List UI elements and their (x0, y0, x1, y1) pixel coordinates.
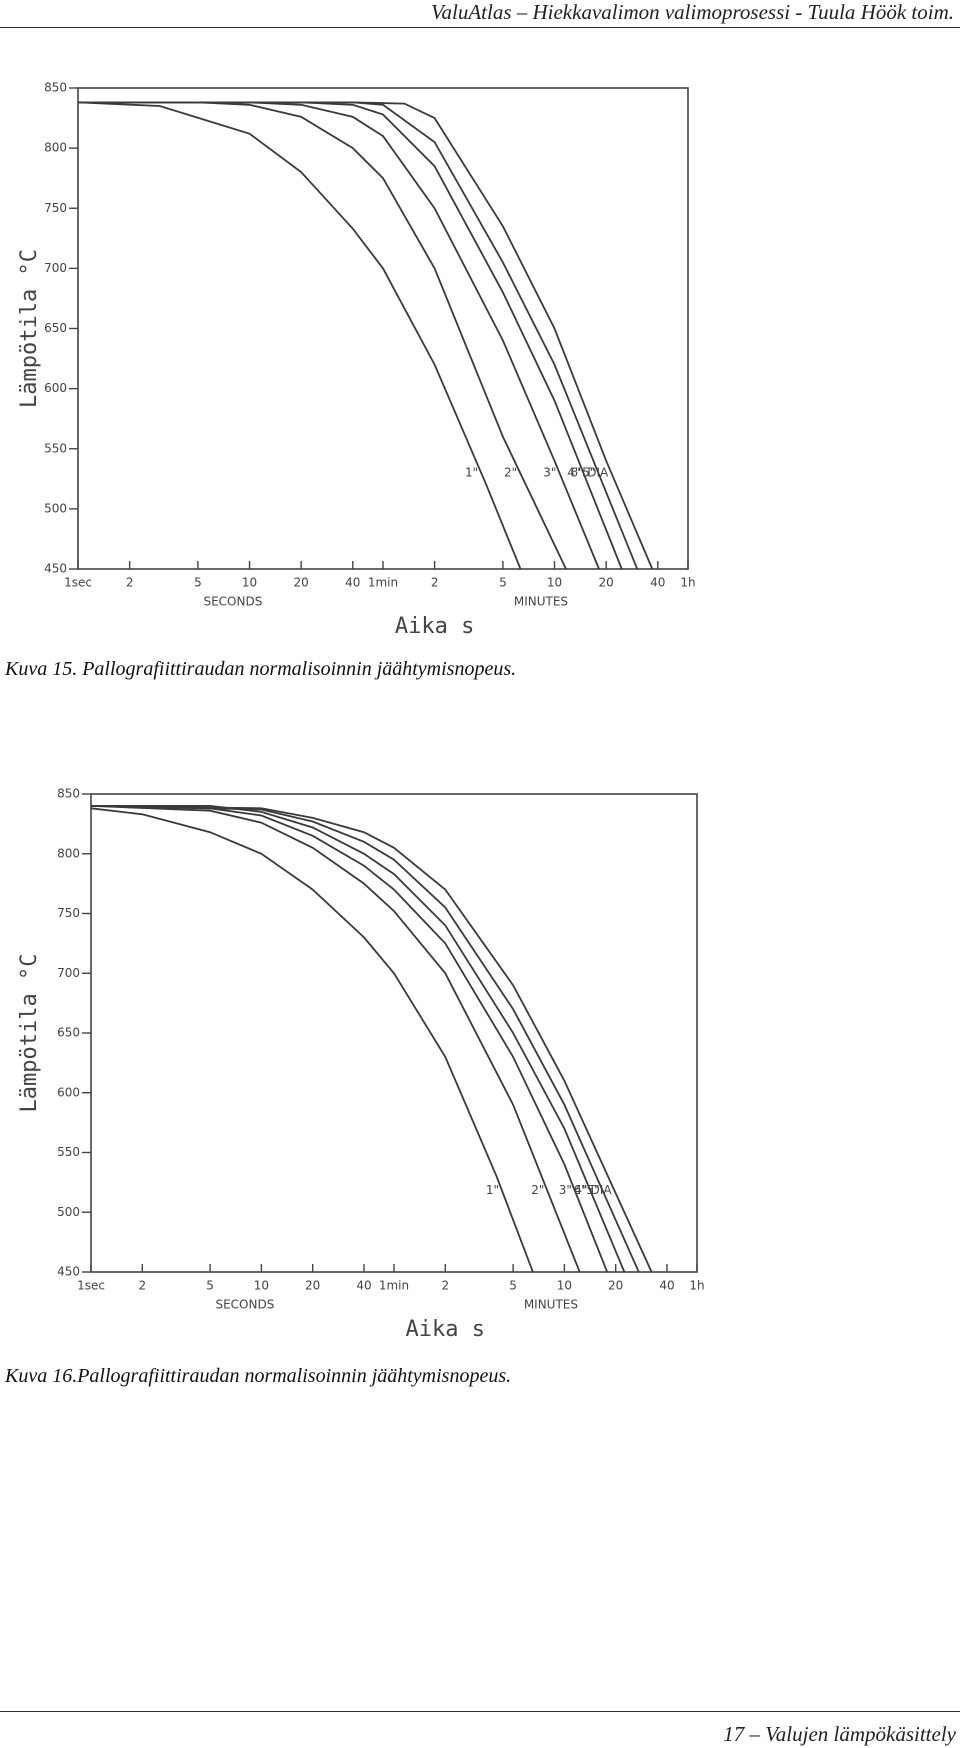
chart: 450 500 550 600 650 700 750 800 850 1sec 2 5 10 20 40 1… (17, 787, 705, 1343)
series-label: 3" (543, 465, 556, 479)
series-label: 1" (486, 1183, 499, 1197)
y-tick-label: 650 (57, 1026, 80, 1040)
x-tick-label: 1min (379, 1279, 409, 1293)
series-label: 4" (574, 1183, 587, 1197)
curve (78, 101, 654, 570)
x-axis-label: Aika s (406, 1317, 485, 1342)
curve (90, 805, 653, 1273)
curve (90, 805, 609, 1273)
footer: 17 – Valujen lämpökäsittely (723, 1722, 956, 1746)
x-tick-label: 1h (680, 576, 695, 590)
x-tick-label: 10 (254, 1279, 269, 1293)
x-tick-label: 5 (206, 1279, 214, 1293)
y-tick-label: 750 (57, 906, 80, 920)
x-tick-label: 10 (242, 576, 257, 590)
x-tick-label: 1sec (77, 1279, 105, 1293)
x-group-label: MINUTES (514, 595, 568, 609)
x-group-label: SECONDS (215, 1298, 274, 1312)
x-tick-label: 5 (194, 576, 202, 590)
plot-frame (77, 87, 689, 570)
x-tick-label: 5 (509, 1279, 517, 1293)
x-tick-label: 40 (659, 1279, 674, 1293)
x-axis-label: Aika s (395, 614, 474, 639)
x-tick-label: 10 (547, 576, 562, 590)
series-label: 2" (504, 465, 517, 479)
caption: Kuva 16.Pallografiittiraudan normalisoin… (5, 1365, 512, 1387)
chart: 450 500 550 600 650 700 750 800 850 1sec 2 5 10 20 40 1… (17, 81, 696, 640)
series-label: 4" (567, 465, 580, 479)
x-tick-label: 40 (650, 576, 665, 590)
y-tick-label: 500 (44, 501, 67, 515)
x-tick-label: 2 (431, 576, 439, 590)
series-label: 3" (559, 1183, 572, 1197)
curve (91, 805, 626, 1273)
y-axis-label: Lämpötila °C (17, 954, 42, 1113)
y-tick-label: 800 (44, 141, 67, 155)
y-tick-label: 450 (44, 562, 67, 576)
curve (90, 805, 640, 1273)
x-tick-label: 40 (345, 576, 360, 590)
header: ValuAtlas – Hiekkavalimon valimoprosessi… (430, 0, 954, 24)
header-rule (0, 27, 960, 28)
x-tick-label: 20 (294, 576, 309, 590)
y-tick-label: 650 (44, 321, 67, 335)
y-axis-label: Lämpötila °C (17, 249, 42, 408)
y-tick-label: 600 (44, 381, 67, 395)
series-label: 5" (582, 465, 595, 479)
x-tick-label: 10 (557, 1279, 572, 1293)
x-tick-label: 20 (599, 576, 614, 590)
series-label: 2" (531, 1183, 544, 1197)
series-label: 1" (465, 465, 478, 479)
x-tick-label: 1h (689, 1279, 704, 1293)
curve (77, 101, 522, 570)
y-tick-label: 700 (44, 261, 67, 275)
x-tick-label: 20 (305, 1279, 320, 1293)
x-tick-label: 2 (138, 1279, 146, 1293)
y-tick-label: 750 (44, 201, 67, 215)
series-label: 5" (587, 1183, 600, 1197)
caption: Kuva 15. Pallografiittiraudan normalisoi… (5, 658, 517, 680)
y-tick-label: 800 (57, 846, 80, 860)
x-tick-label: 20 (608, 1279, 623, 1293)
y-tick-label: 550 (44, 441, 67, 455)
curve (90, 807, 534, 1273)
x-group-label: MINUTES (524, 1298, 578, 1312)
x-tick-label: 5 (499, 576, 507, 590)
x-group-label: SECONDS (203, 595, 262, 609)
y-tick-label: 850 (44, 81, 67, 95)
y-tick-label: 500 (57, 1205, 80, 1219)
y-tick-label: 550 (57, 1145, 80, 1159)
curve (78, 101, 639, 570)
y-tick-label: 600 (57, 1085, 80, 1099)
x-tick-label: 1sec (64, 576, 92, 590)
x-tick-label: 1min (368, 576, 398, 590)
curve (90, 805, 581, 1273)
y-tick-label: 450 (57, 1265, 80, 1279)
series-label: 6" DIA (570, 465, 609, 479)
curve (78, 101, 600, 570)
series-label: 6" DIA (574, 1183, 613, 1197)
y-tick-label: 850 (57, 787, 80, 801)
x-tick-label: 40 (356, 1279, 371, 1293)
y-tick-label: 700 (57, 966, 80, 980)
x-tick-label: 2 (441, 1279, 449, 1293)
footer-rule (0, 1711, 960, 1712)
x-tick-label: 2 (126, 576, 134, 590)
